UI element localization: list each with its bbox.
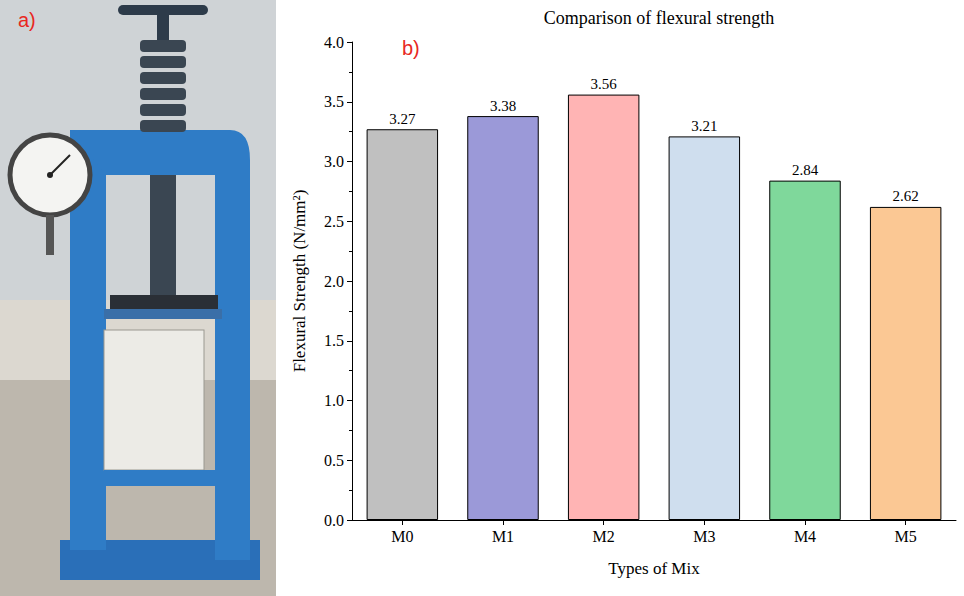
svg-text:3.0: 3.0 [324,153,344,170]
svg-text:2.0: 2.0 [324,273,344,290]
svg-text:0.5: 0.5 [324,452,344,469]
svg-text:3.5: 3.5 [324,93,344,110]
svg-text:Types of Mix: Types of Mix [608,559,700,578]
svg-text:3.56: 3.56 [591,76,618,92]
svg-text:M0: M0 [391,528,413,545]
svg-text:M1: M1 [492,528,514,545]
svg-text:b): b) [402,37,420,59]
svg-text:1.5: 1.5 [324,332,344,349]
svg-text:M2: M2 [593,528,615,545]
svg-text:Comparison of flexural strengt: Comparison of flexural strength [544,8,774,28]
svg-text:Flexural Strength (N/mm²): Flexural Strength (N/mm²) [290,190,309,373]
svg-text:1.0: 1.0 [324,392,344,409]
svg-text:M3: M3 [693,528,715,545]
svg-text:2.62: 2.62 [893,188,919,204]
svg-text:4.0: 4.0 [324,34,344,51]
svg-text:M4: M4 [794,528,816,545]
svg-text:3.21: 3.21 [691,118,717,134]
svg-text:2.5: 2.5 [324,213,344,230]
svg-text:0.0: 0.0 [324,512,344,529]
svg-text:3.27: 3.27 [389,111,416,127]
svg-text:2.84: 2.84 [792,162,819,178]
svg-text:a): a) [18,9,36,31]
svg-text:M5: M5 [895,528,917,545]
svg-text:3.38: 3.38 [490,98,516,114]
